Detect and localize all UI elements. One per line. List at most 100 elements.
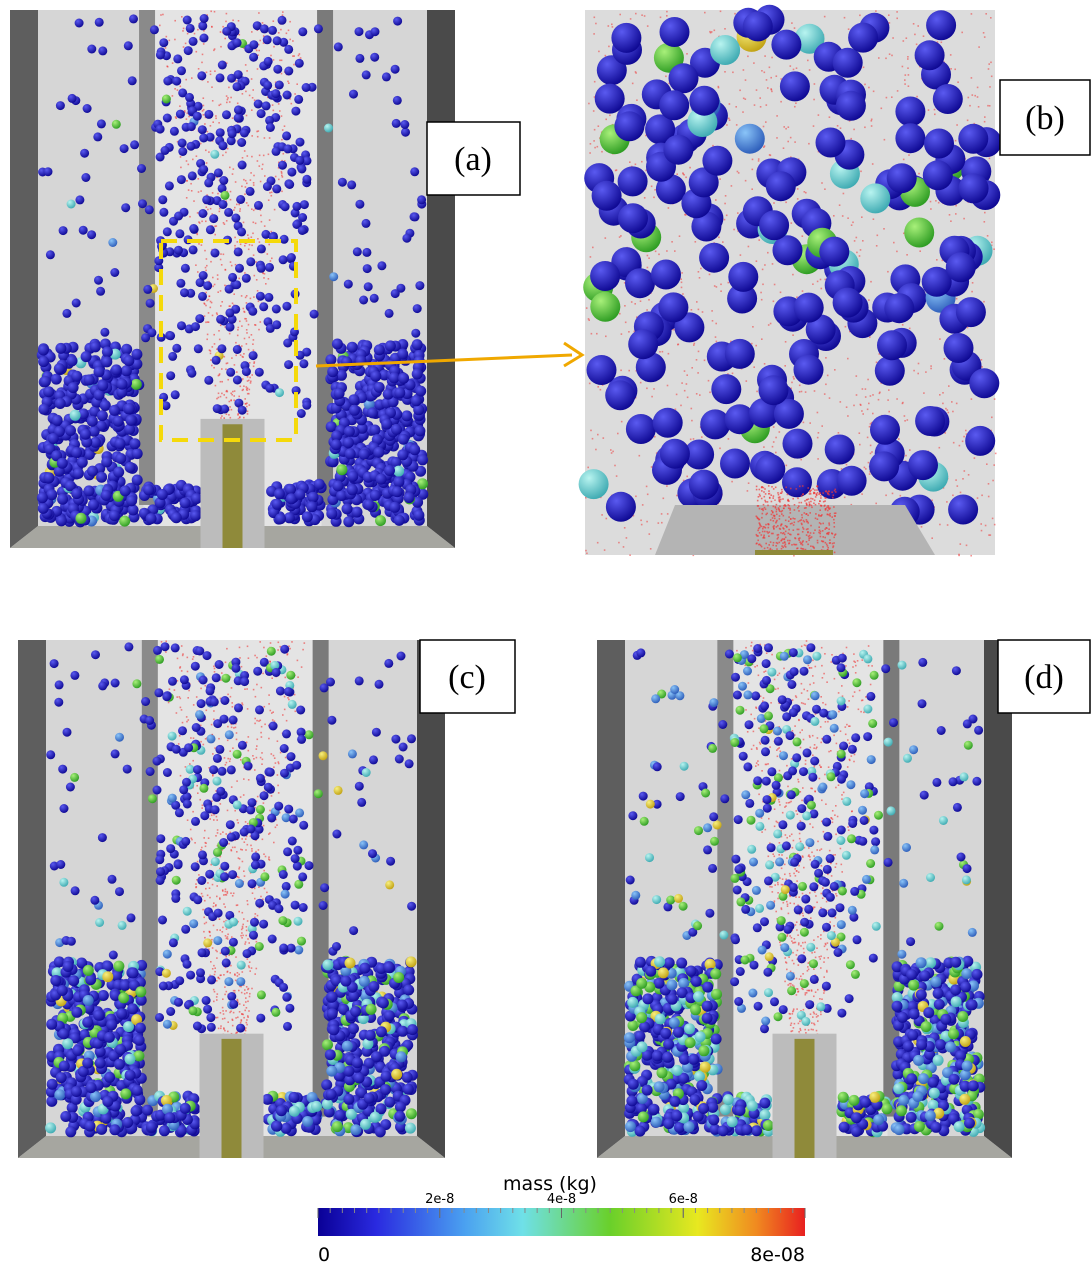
- gas-particle: [809, 859, 811, 861]
- gas-particle: [781, 907, 783, 909]
- particle: [399, 743, 408, 752]
- particle: [282, 302, 291, 311]
- gas-particle: [214, 671, 216, 673]
- particle: [82, 1017, 93, 1028]
- particle: [690, 1004, 701, 1015]
- gas-particle: [215, 905, 217, 907]
- particle: [391, 1069, 402, 1080]
- gas-particle: [230, 191, 232, 193]
- particle: [392, 119, 401, 128]
- particle: [131, 1106, 142, 1117]
- particle: [227, 833, 236, 842]
- particle: [229, 716, 238, 725]
- gas-particle: [200, 190, 202, 192]
- gas-particle: [197, 792, 199, 794]
- particle: [391, 424, 402, 435]
- gas-particle: [236, 905, 238, 907]
- gas-particle: [227, 362, 229, 364]
- gas-particle: [793, 840, 795, 842]
- particle: [371, 27, 380, 36]
- particle: [391, 65, 400, 74]
- particle: [314, 789, 323, 798]
- gas-particle: [261, 736, 263, 738]
- particle: [156, 867, 165, 876]
- gas-particle: [248, 988, 250, 990]
- particle: [395, 755, 404, 764]
- gas-particle: [793, 963, 795, 965]
- gas-particle: [287, 81, 289, 83]
- gas-particle: [262, 22, 264, 24]
- particle: [46, 750, 55, 759]
- particle: [146, 1121, 157, 1132]
- gas-particle: [783, 668, 785, 670]
- particle: [262, 1094, 273, 1105]
- gas-particle: [253, 184, 255, 186]
- gas-particle: [245, 91, 247, 93]
- particle: [696, 1080, 707, 1091]
- gas-particle: [209, 931, 211, 933]
- gas-particle: [847, 739, 849, 741]
- particle: [44, 167, 53, 176]
- particle: [297, 165, 306, 174]
- particle: [375, 680, 384, 689]
- gas-particle: [246, 115, 248, 117]
- gas-particle: [219, 868, 221, 870]
- gas-particle: [271, 795, 273, 797]
- particle: [228, 870, 237, 879]
- particle: [219, 200, 228, 209]
- particle: [386, 857, 395, 866]
- particle: [352, 1057, 363, 1068]
- particle: [365, 1030, 376, 1041]
- gas-particle: [772, 891, 774, 893]
- particle: [355, 27, 364, 36]
- gas-particle: [216, 398, 218, 400]
- gas-particle: [224, 906, 226, 908]
- gas-particle: [243, 1017, 245, 1019]
- particle: [71, 447, 82, 458]
- gas-particle: [823, 673, 825, 675]
- gas-particle: [282, 11, 284, 13]
- gas-particle: [774, 679, 776, 681]
- particle: [132, 475, 143, 486]
- particle: [272, 184, 281, 193]
- gas-particle: [802, 942, 804, 944]
- gas-particle: [262, 759, 264, 761]
- gas-particle: [229, 333, 231, 335]
- gas-particle: [774, 826, 776, 828]
- gas-particle: [236, 371, 238, 373]
- particle: [121, 365, 132, 376]
- particle: [352, 507, 363, 518]
- gas-particle: [213, 965, 215, 967]
- gas-particle: [186, 197, 188, 199]
- gas-particle: [816, 1030, 818, 1032]
- gas-particle: [227, 1021, 229, 1023]
- gas-particle: [225, 956, 227, 958]
- gas-particle: [286, 720, 288, 722]
- gas-particle: [304, 642, 306, 644]
- particle: [673, 1027, 684, 1038]
- particle: [651, 1117, 662, 1128]
- gas-particle: [187, 671, 189, 673]
- gas-particle: [805, 1032, 807, 1034]
- gas-particle: [836, 895, 838, 897]
- gas-particle: [792, 960, 794, 962]
- gas-particle: [240, 1022, 242, 1024]
- gas-particle: [815, 991, 817, 993]
- particle: [695, 1031, 706, 1042]
- gas-particle: [254, 718, 256, 720]
- particle: [159, 1125, 170, 1136]
- gas-particle: [255, 223, 257, 225]
- particle: [234, 70, 243, 79]
- particle: [403, 1084, 414, 1095]
- gas-particle: [206, 206, 208, 208]
- gas-particle: [795, 942, 797, 944]
- particle: [349, 405, 360, 416]
- gas-particle: [244, 150, 246, 152]
- gas-particle: [205, 267, 207, 269]
- gas-particle: [223, 222, 225, 224]
- gas-particle: [257, 739, 259, 741]
- particle: [362, 70, 371, 79]
- gas-particle: [835, 787, 837, 789]
- gas-particle: [257, 160, 259, 162]
- gas-particle: [205, 270, 207, 272]
